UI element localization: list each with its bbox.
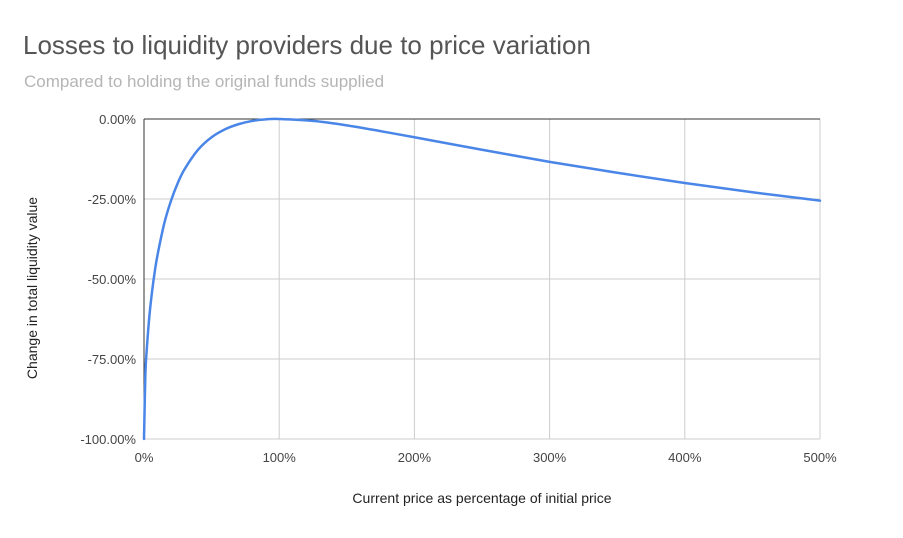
series-line bbox=[142, 117, 822, 441]
chart-subtitle: Compared to holding the original funds s… bbox=[24, 72, 385, 91]
x-tick-label: 200% bbox=[398, 450, 432, 465]
x-tick-label: 500% bbox=[803, 450, 837, 465]
x-tick-labels: 0% 100% 200% 300% 400% 500% bbox=[135, 450, 837, 465]
gridlines bbox=[144, 119, 821, 440]
x-tick-label: 0% bbox=[135, 450, 154, 465]
y-tick-label: -50.00% bbox=[88, 272, 137, 287]
y-tick-label: -25.00% bbox=[88, 192, 137, 207]
y-axis-title: Change in total liquidity value bbox=[24, 197, 40, 379]
y-tick-label: -100.00% bbox=[80, 432, 136, 447]
y-tick-label: -75.00% bbox=[88, 352, 137, 367]
chart-title: Losses to liquidity providers due to pri… bbox=[23, 30, 591, 60]
y-tick-label: 0.00% bbox=[99, 112, 136, 127]
x-axis-title: Current price as percentage of initial p… bbox=[352, 490, 611, 506]
y-tick-labels: 0.00% -25.00% -50.00% -75.00% -100.00% bbox=[80, 112, 136, 447]
x-tick-label: 100% bbox=[263, 450, 297, 465]
x-tick-label: 400% bbox=[668, 450, 702, 465]
series-lines bbox=[142, 117, 822, 441]
x-tick-label: 300% bbox=[533, 450, 567, 465]
